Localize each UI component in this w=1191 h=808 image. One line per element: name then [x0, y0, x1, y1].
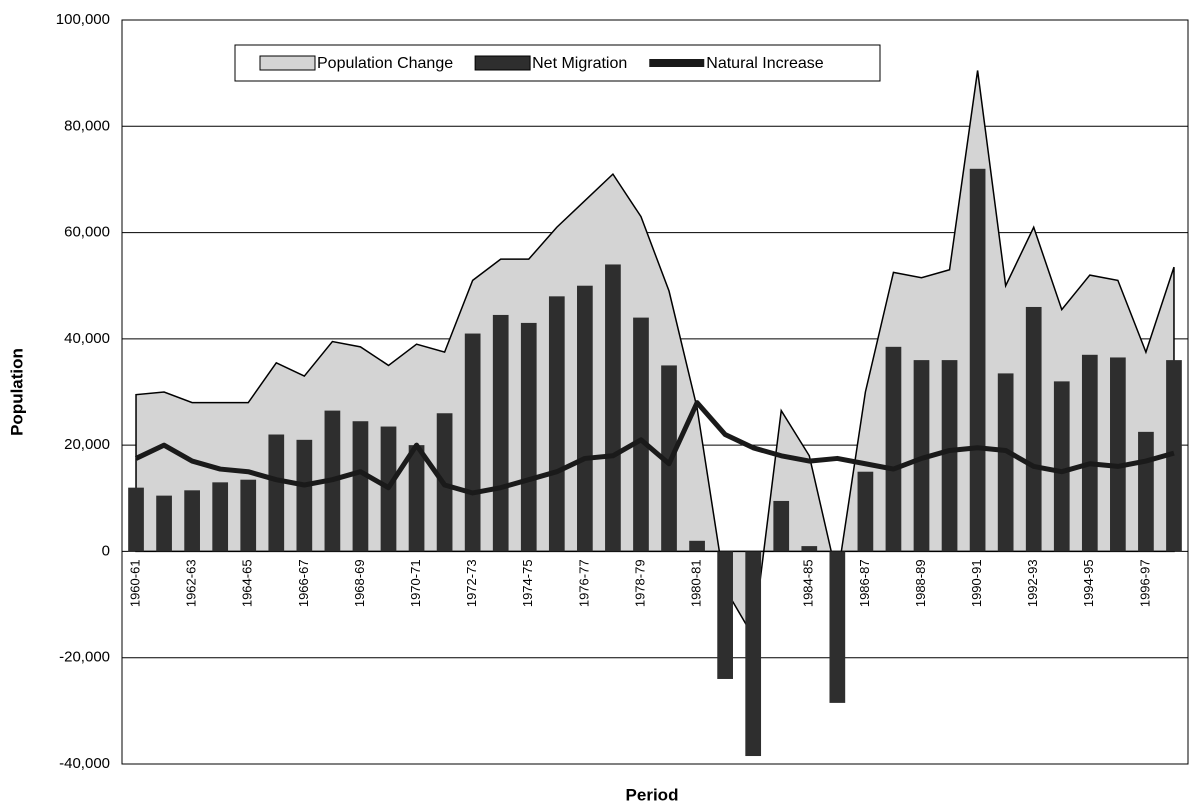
- x-tick-label: 1962-63: [184, 559, 199, 607]
- legend-box: [234, 44, 881, 82]
- bar: [548, 296, 565, 552]
- line: [134, 400, 1175, 496]
- x-tick-label: 1978-79: [632, 559, 647, 607]
- bar: [633, 317, 649, 552]
- bar: [857, 471, 874, 552]
- bar: [1081, 354, 1098, 552]
- bar: [268, 434, 285, 552]
- bar: [352, 421, 369, 552]
- x-tick-label: 1970-71: [408, 559, 423, 607]
- y-tick-label: 20,000: [64, 436, 110, 453]
- legend-swatch: [474, 55, 531, 71]
- y-tick-label: 40,000: [64, 330, 110, 347]
- bar: [408, 445, 425, 552]
- bar: [520, 322, 537, 552]
- bar: [212, 482, 229, 552]
- bar: [801, 546, 818, 552]
- legend-item: Net Migration: [474, 55, 627, 72]
- x-tick-label: 1968-69: [352, 559, 367, 607]
- legend-label: Population Change: [317, 55, 453, 72]
- x-tick-label: 1986-87: [857, 559, 872, 607]
- x-tick-label: 1980-81: [689, 559, 704, 607]
- legend-swatch: [649, 59, 705, 67]
- y-tick-label: 80,000: [64, 117, 110, 134]
- bar: [885, 346, 902, 552]
- bar: [605, 264, 621, 552]
- bar: [240, 479, 257, 552]
- bar: [128, 487, 144, 552]
- bar: [577, 285, 593, 552]
- bar: [1138, 431, 1154, 552]
- bar: [1053, 381, 1070, 552]
- bar: [829, 551, 846, 703]
- legend-item: Population Change: [259, 55, 453, 72]
- bar: [773, 500, 790, 552]
- bar: [464, 333, 481, 552]
- bar: [296, 439, 313, 552]
- x-tick-label: 1988-89: [913, 559, 928, 607]
- bar: [156, 495, 172, 552]
- y-tick-label: -40,000: [59, 755, 110, 772]
- bar: [997, 373, 1014, 552]
- x-tick-label: 1996-97: [1137, 559, 1152, 607]
- bar: [941, 360, 958, 552]
- x-tick-label: 1966-67: [296, 559, 311, 607]
- plot-frame: [121, 19, 1189, 765]
- x-tick-label: 1990-91: [969, 559, 984, 607]
- y-axis-label: Population: [7, 348, 26, 436]
- x-tick-label: 1992-93: [1025, 559, 1040, 607]
- x-tick-label: 1960-61: [127, 559, 142, 607]
- bar: [1110, 357, 1126, 552]
- bar: [492, 314, 509, 552]
- x-tick-label: 1984-85: [801, 559, 816, 607]
- x-axis-label: Period: [626, 785, 679, 804]
- bar: [184, 490, 200, 552]
- bar: [913, 360, 930, 552]
- y-tick-label: 0: [102, 542, 110, 559]
- bar: [1025, 306, 1042, 552]
- legend-label: Net Migration: [532, 55, 627, 72]
- x-tick-label: 1994-95: [1081, 559, 1096, 607]
- bar: [745, 551, 762, 757]
- legend-item: Natural Increase: [649, 55, 824, 72]
- y-tick-label: 100,000: [56, 11, 110, 28]
- x-tick-label: 1976-77: [576, 559, 591, 607]
- x-tick-label: 1974-75: [520, 559, 535, 607]
- bar: [717, 551, 733, 679]
- x-tick-label: 1964-65: [240, 559, 255, 607]
- x-tick-label: 1972-73: [464, 559, 479, 607]
- y-tick-label: 60,000: [64, 224, 110, 241]
- bar: [1166, 360, 1182, 552]
- bar: [689, 540, 705, 552]
- y-tick-label: -20,000: [59, 649, 110, 666]
- legend-label: Natural Increase: [706, 55, 823, 72]
- area: [135, 70, 1175, 639]
- bar: [969, 168, 986, 552]
- legend-swatch: [259, 55, 316, 71]
